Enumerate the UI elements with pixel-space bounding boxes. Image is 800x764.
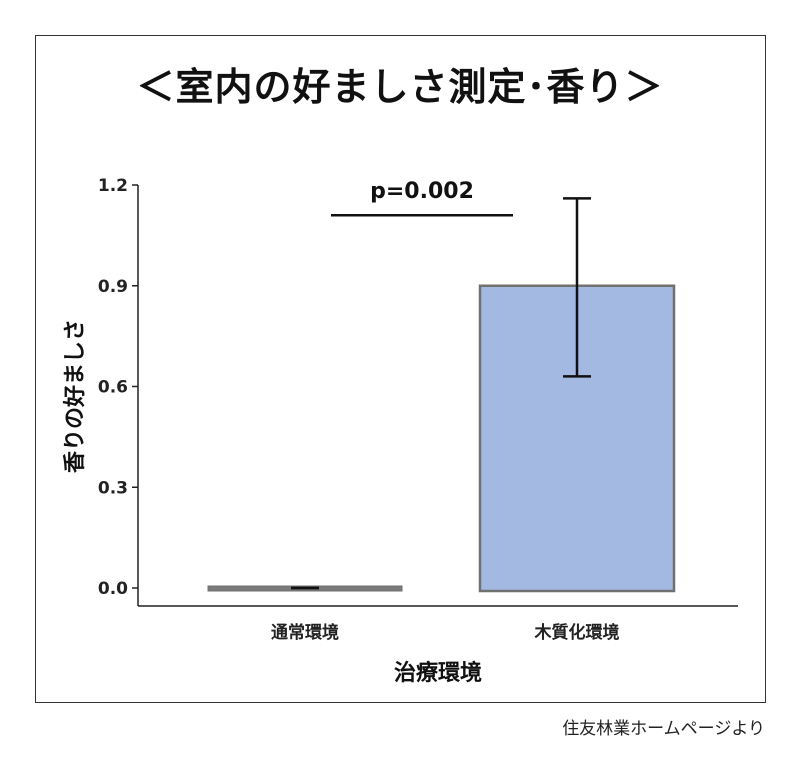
- y-tick-label: 0.6: [98, 378, 128, 398]
- x-axis-label: 治療環境: [394, 660, 482, 686]
- significance-annotation: p=0.002: [331, 179, 513, 217]
- y-tick-label: 0.0: [98, 579, 128, 599]
- chart-axes: [137, 185, 738, 607]
- bars: [207, 284, 676, 593]
- x-axis-tick-labels: 通常環境 木質化環境: [271, 622, 620, 643]
- y-tick-label: 0.3: [98, 478, 128, 498]
- chart-frame: [35, 35, 766, 703]
- x-tick-label: 木質化環境: [534, 622, 620, 643]
- y-tick-label: 0.9: [98, 277, 128, 297]
- error-bars: [291, 197, 591, 590]
- source-note: 住友林業ホームページより: [562, 719, 765, 739]
- y-axis-label: 香りの好ましさ: [62, 319, 88, 473]
- chart-title: ＜室内の好ましさ測定･香り＞: [136, 65, 664, 109]
- y-tick-label: 1.2: [98, 176, 128, 196]
- significance-label: p=0.002: [370, 179, 474, 204]
- y-axis-ticks: 0.0 0.3 0.6 0.9 1.2: [98, 176, 138, 599]
- x-tick-label: 通常環境: [271, 622, 339, 643]
